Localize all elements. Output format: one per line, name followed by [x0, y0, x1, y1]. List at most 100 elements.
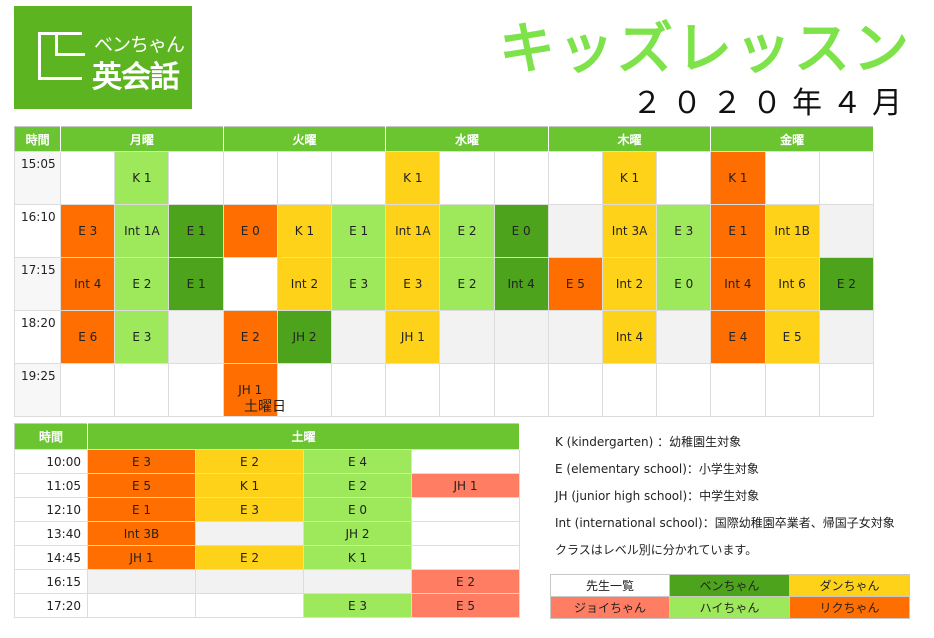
lesson-cell — [547, 310, 603, 364]
lesson-cell — [764, 363, 820, 417]
lesson-cell: Int 2 — [276, 257, 333, 311]
lesson-cell — [222, 257, 278, 311]
lesson-cell: K 1 — [710, 151, 766, 205]
time-slot: 15:05 — [13, 151, 62, 205]
day-header-mon: 月曜 — [60, 126, 224, 152]
weekday-header-row: 時間 月曜 火曜 水曜 木曜 金曜 — [14, 126, 874, 152]
time-slot: 10:00 — [14, 449, 88, 474]
day-header-sat: 土曜 — [87, 423, 521, 450]
class-notes: K (kindergarten) ：幼稚園生対象 E (elementary s… — [555, 432, 895, 567]
lesson-cell: E 2 — [410, 569, 521, 594]
lesson-cell: K 1 — [303, 545, 412, 570]
teacher-legend: 先生一覧 ベンちゃん ダンちゃん ジョイちゃん ハイちゃん リクちゃん — [550, 574, 910, 619]
lesson-cell — [331, 363, 387, 417]
lesson-cell: E 5 — [547, 257, 603, 311]
lesson-cell — [439, 151, 495, 205]
lesson-cell: K 1 — [114, 151, 170, 205]
lesson-cell — [60, 363, 116, 417]
lesson-cell: E 3 — [303, 593, 412, 618]
lesson-cell: E 3 — [195, 497, 304, 522]
legend-teacher: ハイちゃん — [669, 596, 790, 619]
lesson-cell — [168, 310, 224, 364]
lesson-cell: E 0 — [222, 204, 278, 258]
logo-mark-icon — [38, 32, 85, 80]
lesson-cell — [656, 151, 712, 205]
legend-teacher: ジョイちゃん — [550, 596, 670, 619]
legend-row: ジョイちゃん ハイちゃん リクちゃん — [550, 596, 910, 619]
saturday-header-row: 時間 土曜 — [14, 423, 521, 450]
lesson-cell — [87, 593, 196, 618]
day-header-thu: 木曜 — [548, 126, 712, 152]
lesson-cell: E 5 — [87, 473, 196, 498]
lesson-cell — [195, 569, 304, 594]
lesson-cell: E 4 — [710, 310, 766, 364]
lesson-cell: E 0 — [303, 497, 412, 522]
lesson-cell: E 1 — [168, 204, 224, 258]
lesson-cell — [656, 310, 712, 364]
lesson-cell — [303, 569, 412, 594]
logo-line1: ベンちゃん — [94, 34, 185, 56]
lesson-cell — [276, 363, 333, 417]
lesson-cell: E 2 — [303, 473, 412, 498]
lesson-cell — [493, 310, 549, 364]
lesson-cell: E 5 — [410, 593, 521, 618]
lesson-cell: Int 2 — [601, 257, 658, 311]
legend-row: 先生一覧 ベンちゃん ダンちゃん — [550, 574, 910, 597]
lesson-cell — [222, 151, 278, 205]
day-header-fri: 金曜 — [710, 126, 874, 152]
day-header-tue: 火曜 — [223, 126, 387, 152]
time-slot: 11:05 — [14, 473, 88, 498]
lesson-cell: K 1 — [195, 473, 304, 498]
lesson-cell: E 2 — [439, 204, 495, 258]
lesson-cell — [410, 545, 521, 570]
lesson-cell — [410, 497, 521, 522]
lesson-cell — [168, 363, 224, 417]
lesson-cell — [601, 363, 658, 417]
lesson-cell: E 2 — [818, 257, 875, 311]
lesson-cell: E 3 — [656, 204, 712, 258]
time-slot: 16:15 — [14, 569, 88, 594]
lesson-cell — [195, 593, 304, 618]
lesson-cell: E 0 — [656, 257, 712, 311]
lesson-cell — [410, 521, 521, 546]
time-header: 時間 — [14, 126, 62, 152]
time-slot: 19:25 — [13, 363, 62, 417]
lesson-cell: Int 4 — [493, 257, 549, 311]
lesson-cell: Int 1A — [114, 204, 170, 258]
lesson-cell: E 1 — [87, 497, 196, 522]
lesson-cell: E 1 — [331, 204, 387, 258]
lesson-cell: E 3 — [385, 257, 441, 311]
time-slot: 12:10 — [14, 497, 88, 522]
lesson-cell: Int 6 — [764, 257, 820, 311]
lesson-cell — [818, 363, 875, 417]
lesson-cell — [331, 151, 387, 205]
lesson-cell: Int 4 — [710, 257, 766, 311]
lesson-cell: JH 2 — [303, 521, 412, 546]
lesson-cell — [818, 204, 875, 258]
lesson-cell — [385, 363, 441, 417]
time-slot: 13:40 — [14, 521, 88, 546]
time-slot: 14:45 — [14, 545, 88, 570]
table-row: 16:15 E 2 — [14, 569, 521, 594]
page-subtitle: ２０２０年４月 — [632, 86, 912, 121]
lesson-cell — [493, 151, 549, 205]
lesson-cell: E 2 — [195, 545, 304, 570]
lesson-cell: E 2 — [222, 310, 278, 364]
lesson-cell — [410, 449, 521, 474]
note-kindergarten: K (kindergarten) ：幼稚園生対象 — [555, 435, 742, 449]
lesson-cell — [818, 310, 875, 364]
time-slot: 17:15 — [13, 257, 62, 311]
lesson-cell: Int 3B — [87, 521, 196, 546]
saturday-label: 土曜日 — [244, 399, 286, 415]
lesson-cell — [60, 151, 116, 205]
